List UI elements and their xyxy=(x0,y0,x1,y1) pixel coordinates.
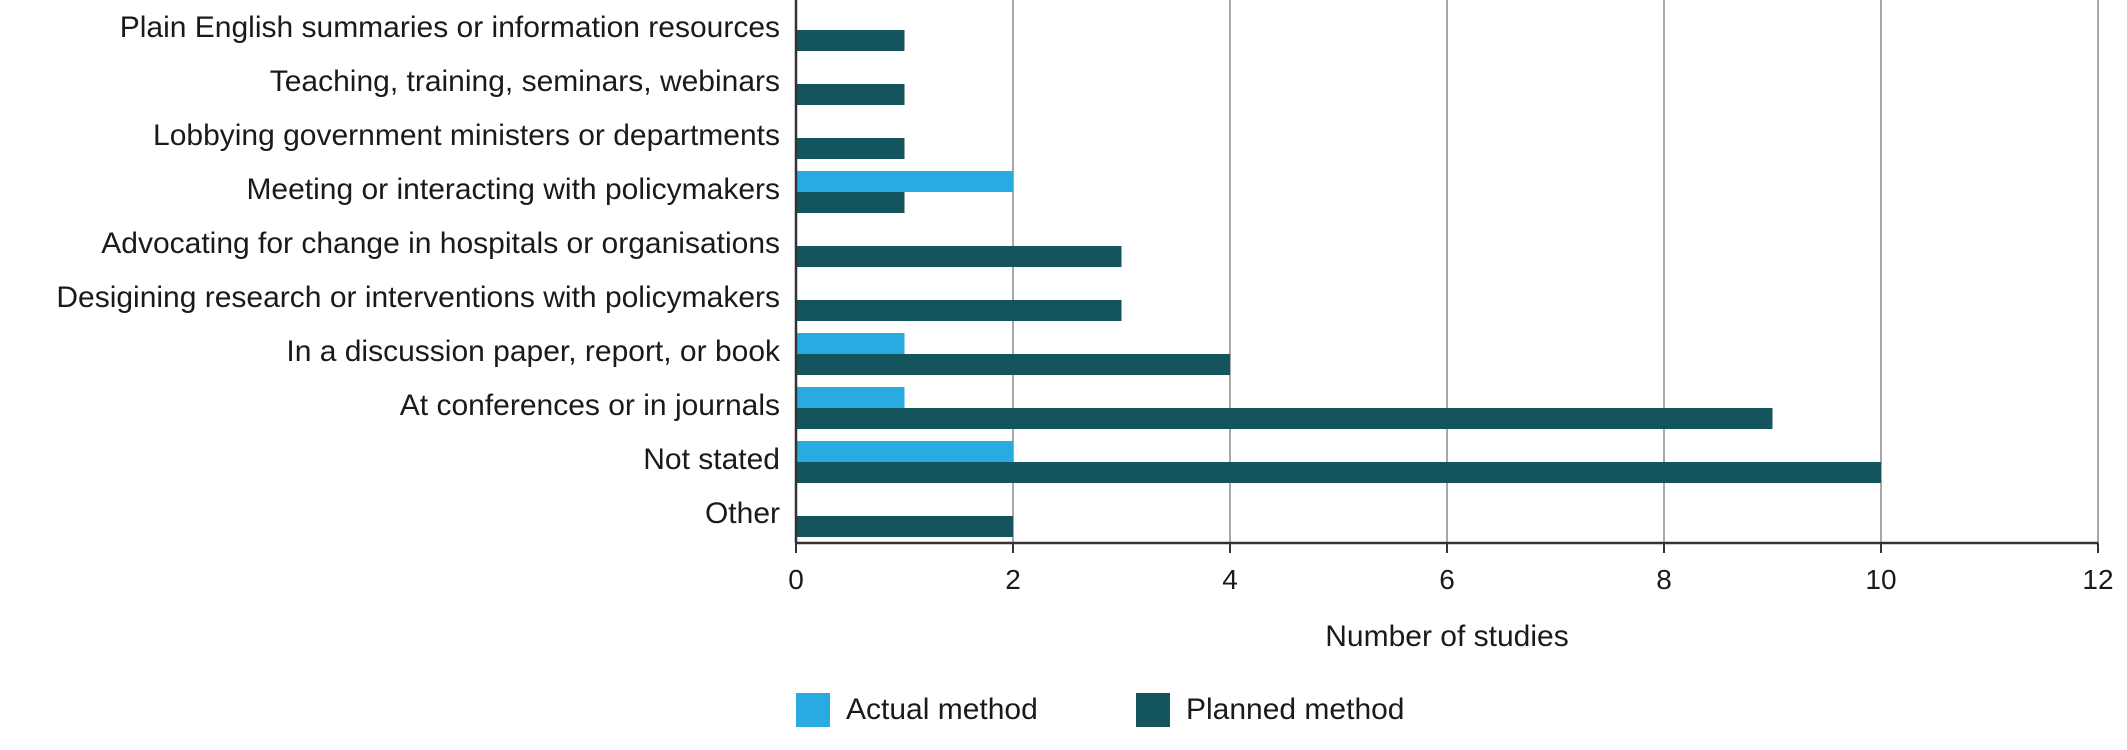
category-label: Desigining research or interventions wit… xyxy=(56,281,780,314)
bars-layer xyxy=(796,30,1881,537)
legend-swatch-actual xyxy=(796,693,830,727)
x-tick-labels: 0 2 4 6 8 10 12 xyxy=(788,564,2113,595)
legend-label-planned: Planned method xyxy=(1186,693,1405,726)
x-tick-label: 0 xyxy=(788,564,804,595)
bar-actual xyxy=(796,333,905,354)
legend: Actual method Planned method xyxy=(796,693,1405,727)
bar-planned xyxy=(796,138,905,159)
x-tick-label: 4 xyxy=(1222,564,1238,595)
category-label: Other xyxy=(705,497,780,530)
x-tick-label: 12 xyxy=(2082,564,2113,595)
x-tick-label: 2 xyxy=(1005,564,1021,595)
bar-planned xyxy=(796,462,1881,483)
bar-actual xyxy=(796,441,1013,462)
bar-planned xyxy=(796,84,905,105)
bar-actual xyxy=(796,171,1013,192)
legend-label-actual: Actual method xyxy=(846,693,1038,726)
bar-planned xyxy=(796,246,1122,267)
x-axis-title: Number of studies xyxy=(1325,620,1568,653)
bar-planned xyxy=(796,192,905,213)
category-label: Lobbying government ministers or departm… xyxy=(153,119,780,152)
x-tick-label: 8 xyxy=(1656,564,1672,595)
bar-planned xyxy=(796,300,1122,321)
category-label: In a discussion paper, report, or book xyxy=(286,335,781,368)
category-label: Meeting or interacting with policymakers xyxy=(246,173,780,206)
category-label: Plain English summaries or information r… xyxy=(120,11,780,44)
bar-planned xyxy=(796,408,1773,429)
bar-planned xyxy=(796,354,1230,375)
x-tick-label: 10 xyxy=(1865,564,1896,595)
category-label: At conferences or in journals xyxy=(400,389,780,422)
category-label: Not stated xyxy=(643,443,780,476)
legend-swatch-planned xyxy=(1136,693,1170,727)
bar-planned xyxy=(796,30,905,51)
bar-actual xyxy=(796,387,905,408)
axis-layer xyxy=(794,0,2099,553)
category-label: Teaching, training, seminars, webinars xyxy=(270,65,780,98)
bar-planned xyxy=(796,516,1013,537)
x-tick-label: 6 xyxy=(1439,564,1455,595)
grid-layer xyxy=(1012,0,2099,543)
category-labels: Plain English summaries or information r… xyxy=(56,11,781,530)
category-label: Advocating for change in hospitals or or… xyxy=(101,227,780,260)
